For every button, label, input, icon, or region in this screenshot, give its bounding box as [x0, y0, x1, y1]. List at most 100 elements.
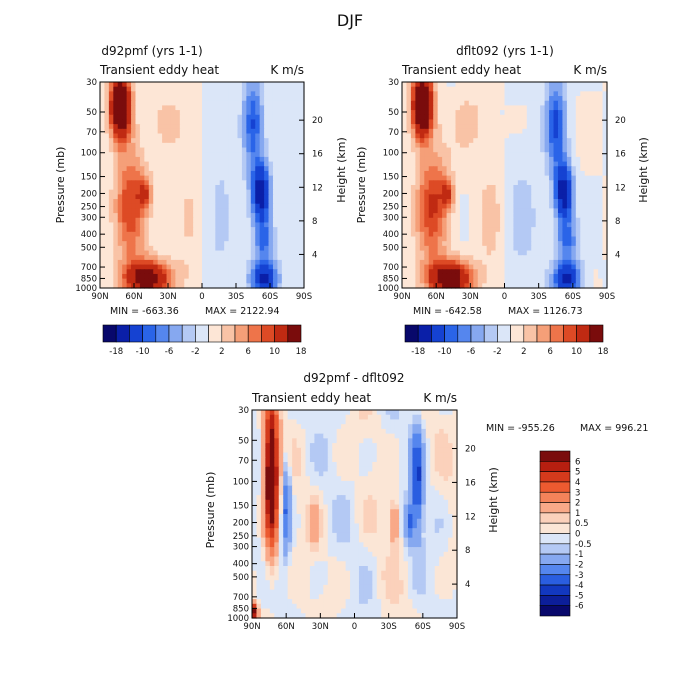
field-cell — [419, 147, 425, 153]
field-cell — [486, 142, 492, 149]
field-cell — [157, 96, 163, 102]
field-cell — [255, 86, 261, 92]
field-cell — [500, 283, 506, 289]
field-cell — [250, 255, 256, 261]
field-cell — [598, 269, 604, 275]
colorbar-box — [470, 324, 485, 343]
field-cell — [210, 273, 216, 280]
field-cell — [421, 485, 427, 491]
field-cell — [500, 86, 506, 92]
field-cell — [455, 283, 461, 289]
field-cell — [122, 105, 128, 111]
field-cell — [486, 147, 492, 153]
field-cell — [219, 142, 225, 149]
field-cell — [162, 231, 168, 238]
field-cell — [283, 447, 289, 454]
field-cell — [459, 133, 465, 139]
field-cell — [166, 142, 172, 149]
field-cell — [522, 114, 528, 121]
field-cell — [451, 142, 457, 149]
field-cell — [292, 433, 298, 439]
field-cell — [148, 269, 154, 275]
field-cell — [446, 128, 452, 135]
field-cell — [210, 185, 216, 191]
field-cell — [433, 124, 439, 130]
field-cell — [139, 105, 145, 111]
field-cell — [593, 283, 599, 289]
field-cell — [268, 222, 274, 228]
field-cell — [385, 462, 391, 468]
field-cell — [513, 128, 519, 135]
field-cell — [410, 166, 416, 172]
field-cell — [148, 213, 154, 219]
field-cell — [197, 189, 203, 195]
field-cell — [508, 189, 515, 195]
field-cell — [268, 273, 274, 280]
field-cell — [410, 227, 416, 233]
field-cell — [557, 283, 564, 289]
panel-2-field — [402, 82, 608, 289]
field-cell — [166, 91, 172, 97]
field-cell — [256, 438, 262, 444]
field-cell — [277, 86, 283, 92]
field-cell — [464, 96, 470, 102]
field-cell — [593, 269, 599, 275]
field-cell — [402, 259, 408, 266]
field-cell — [531, 152, 537, 158]
field-cell — [575, 189, 581, 195]
field-cell — [412, 471, 418, 477]
field-cell — [233, 128, 239, 135]
field-cell — [430, 471, 436, 477]
field-cell — [295, 152, 301, 158]
field-cell — [517, 255, 523, 261]
x-tick-label: 60S — [565, 292, 581, 302]
field-cell — [299, 105, 305, 111]
field-cell — [202, 208, 208, 214]
field-cell — [301, 419, 307, 425]
field-cell — [345, 452, 351, 458]
field-cell — [437, 217, 443, 224]
field-cell — [468, 241, 474, 247]
field-cell — [188, 166, 194, 172]
field-cell — [264, 213, 270, 219]
field-cell — [336, 476, 342, 482]
field-cell — [464, 236, 470, 242]
field-cell — [424, 217, 430, 224]
field-cell — [170, 283, 176, 289]
field-cell — [434, 471, 440, 477]
field-cell — [571, 147, 577, 153]
field-cell — [598, 250, 604, 256]
field-cell — [557, 241, 564, 247]
field-cell — [327, 471, 333, 477]
field-cell — [451, 82, 457, 88]
field-cell — [452, 414, 458, 421]
field-cell — [113, 147, 119, 153]
field-cell — [495, 142, 501, 149]
field-cell — [100, 152, 106, 158]
field-cell — [259, 156, 265, 163]
field-cell — [277, 96, 283, 102]
field-cell — [170, 194, 176, 200]
field-cell — [557, 227, 564, 233]
field-cell — [237, 142, 243, 149]
field-cell — [557, 142, 564, 149]
field-cell — [430, 433, 436, 439]
field-cell — [403, 447, 409, 454]
field-cell — [233, 208, 239, 214]
field-cell — [455, 114, 461, 121]
field-cell — [215, 236, 221, 242]
field-cell — [122, 119, 128, 125]
field-cell — [206, 222, 212, 228]
field-cell — [390, 419, 396, 425]
field-cell — [197, 133, 203, 139]
field-cell — [122, 245, 128, 252]
field-cell — [157, 161, 163, 167]
field-cell — [394, 457, 400, 463]
field-cell — [428, 82, 434, 88]
field-cell — [126, 199, 132, 205]
field-cell — [272, 273, 278, 280]
field-cell — [451, 222, 457, 228]
field-cell — [188, 283, 194, 289]
field-cell — [148, 119, 154, 125]
field-cell — [428, 231, 434, 238]
